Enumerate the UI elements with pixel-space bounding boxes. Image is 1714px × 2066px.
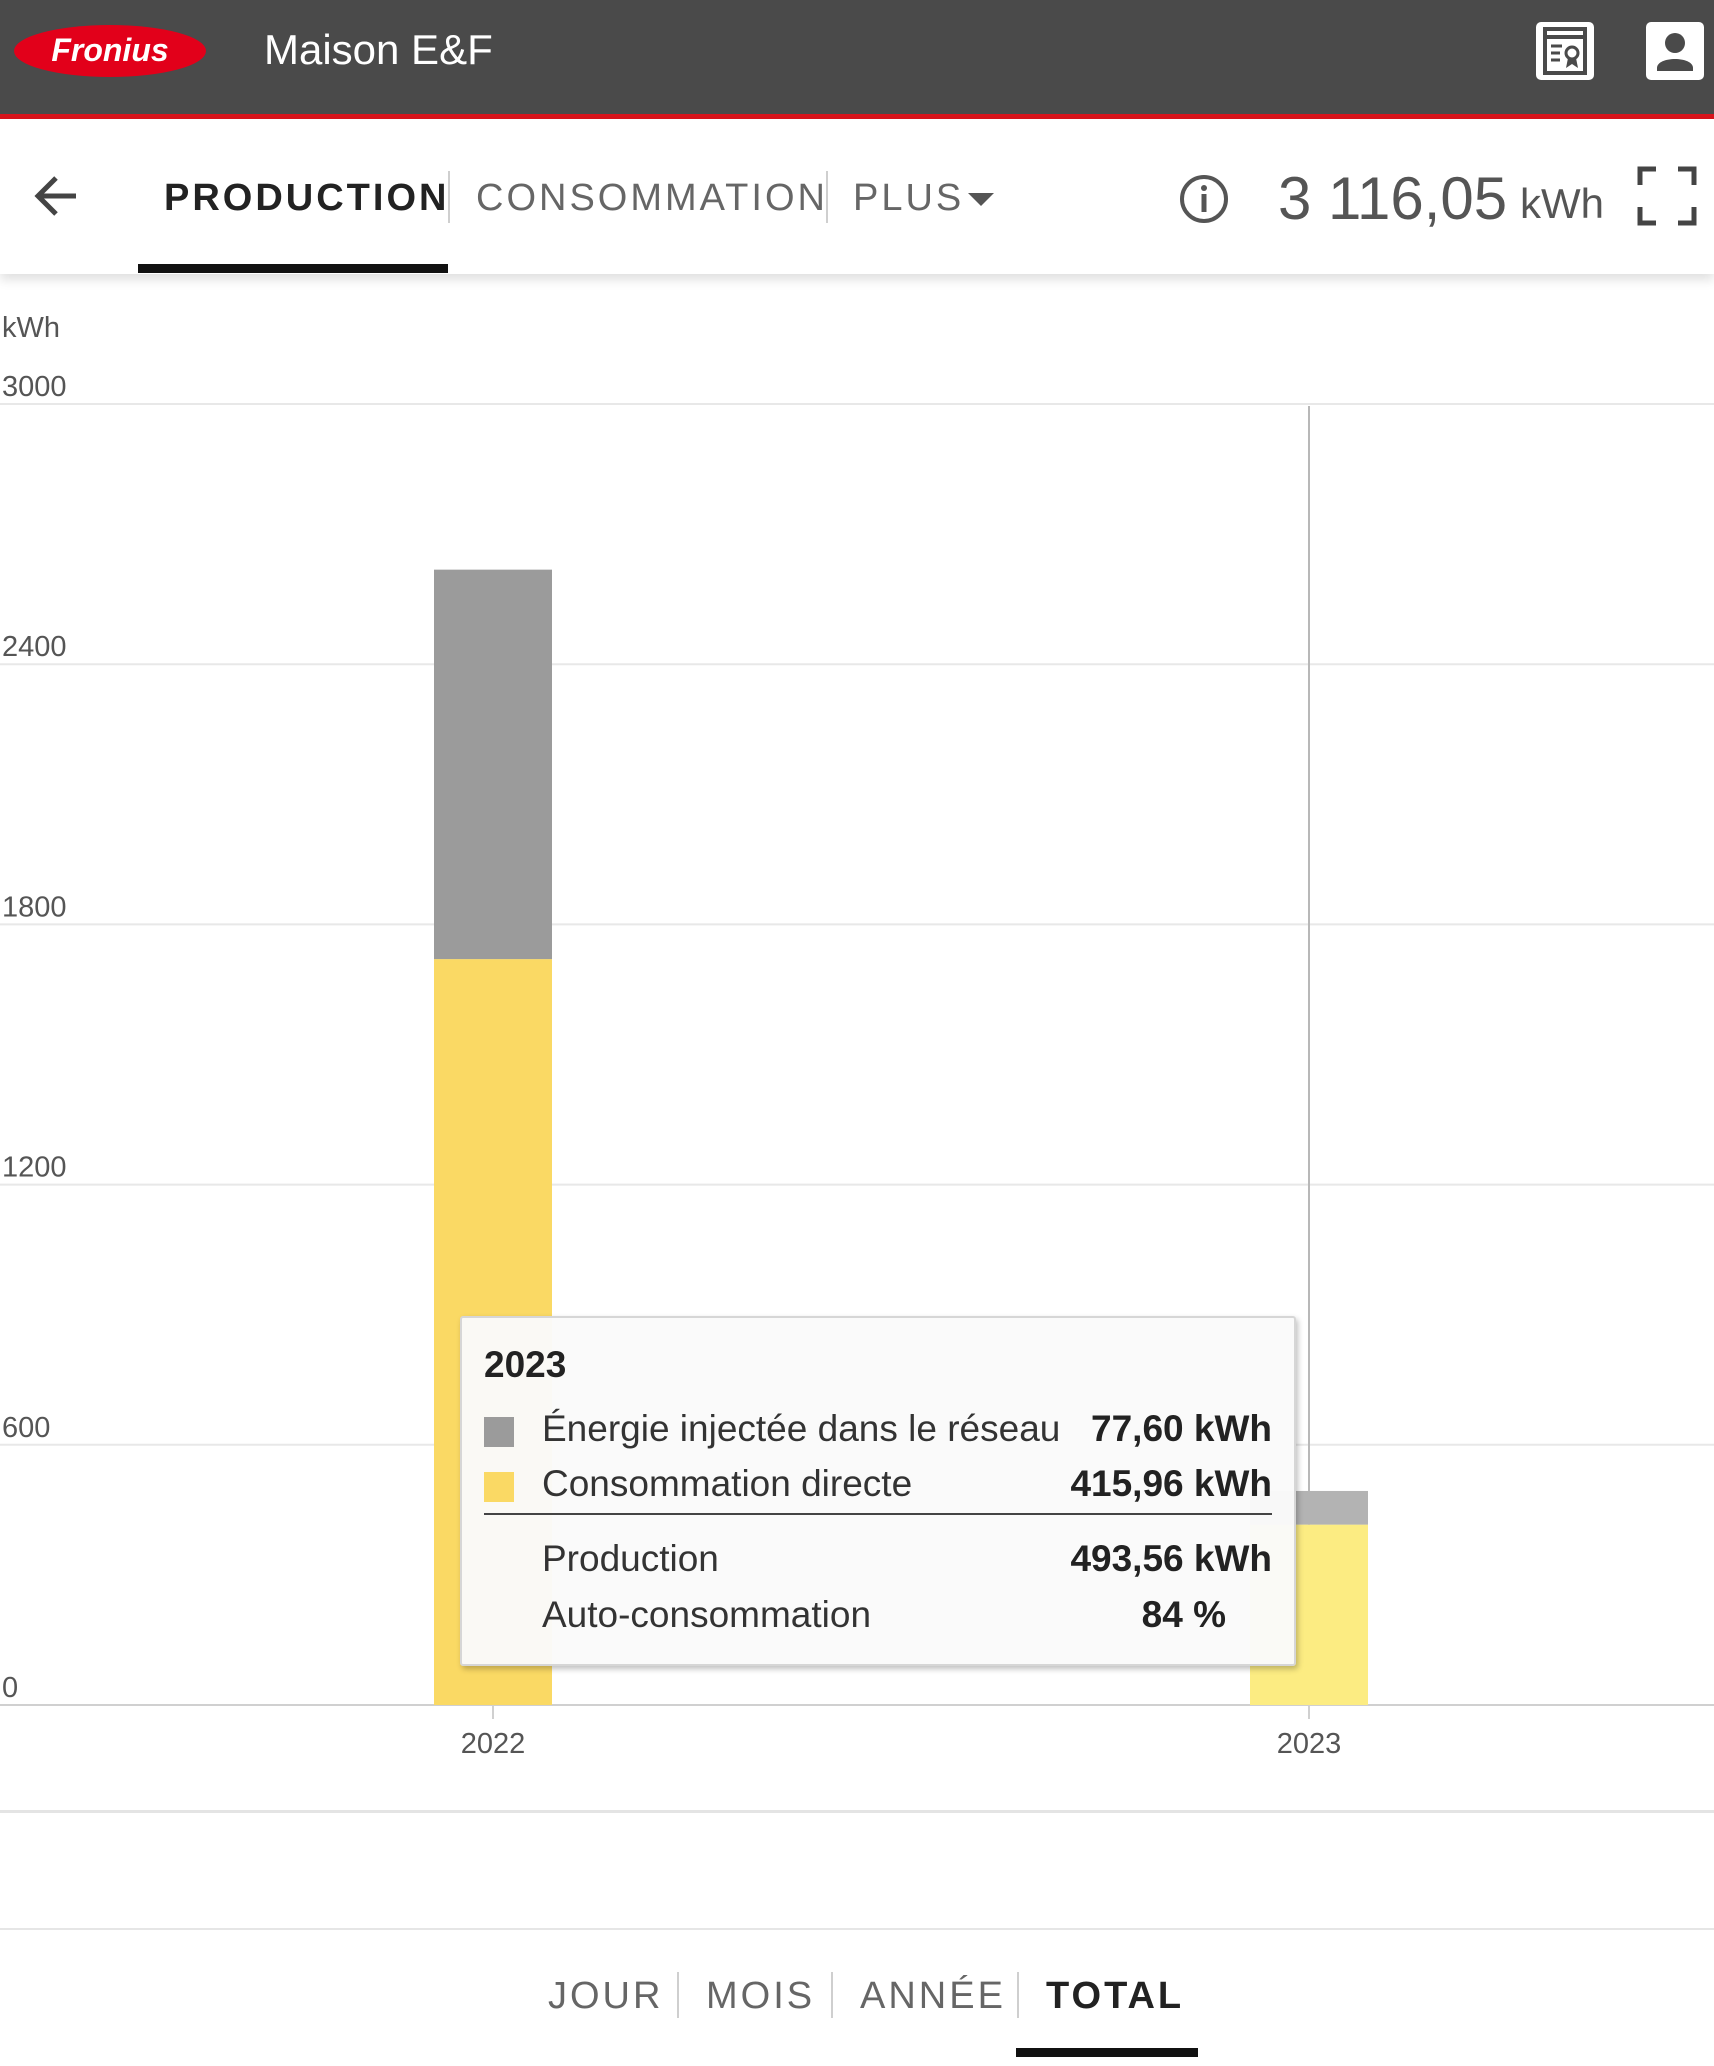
x-axis-labels: 2022 2023: [461, 1705, 1342, 1760]
tooltip-label-direct: Consommation directe: [542, 1463, 913, 1504]
chart-tooltip: 2023 Énergie injectée dans le réseau 77,…: [460, 1316, 1296, 1666]
logo-text: Fronius: [51, 32, 168, 68]
tooltip-label-production: Production: [542, 1538, 719, 1579]
tooltip-title: 2023: [484, 1344, 567, 1385]
total-energy-unit: kWh: [1520, 180, 1604, 227]
report-icon: [1543, 27, 1587, 75]
report-button[interactable]: [1536, 22, 1594, 80]
legend-swatch-injected: [484, 1417, 514, 1447]
y-tick-label: 0: [2, 1672, 18, 1704]
period-tab-mois[interactable]: MOIS: [706, 1975, 816, 2017]
chart-grid: [0, 403, 1714, 1706]
tab-separator: [826, 171, 828, 223]
active-tab-indicator: [138, 264, 448, 273]
period-tab-jour[interactable]: JOUR: [548, 1975, 664, 2017]
tab-plus[interactable]: PLUS: [853, 177, 965, 219]
y-tick-label: 1200: [2, 1152, 67, 1184]
chevron-down-icon[interactable]: [968, 193, 994, 206]
tooltip-value-production: 493,56 kWh: [1070, 1538, 1272, 1579]
tooltip-divider: [484, 1513, 1272, 1515]
tooltip-label-autoconsumption: Auto-consommation: [542, 1594, 872, 1635]
y-axis-unit-label: kWh: [2, 312, 60, 344]
period-tab-total[interactable]: TOTAL: [1046, 1975, 1185, 2017]
period-tab-annee[interactable]: ANNÉE: [860, 1975, 1006, 2017]
user-icon: [1651, 27, 1699, 75]
y-tick-label: 600: [2, 1412, 50, 1444]
arrow-left-icon: [34, 176, 76, 216]
info-icon[interactable]: [1178, 173, 1230, 225]
system-title: Maison E&F: [264, 26, 493, 73]
bar-2022-series-1[interactable]: [434, 569, 552, 960]
tooltip-value-direct: 415,96 kWh: [1070, 1463, 1272, 1504]
x-tick-label: 2023: [1277, 1728, 1342, 1760]
period-separator: [831, 1972, 833, 2018]
y-tick-label: 1800: [2, 891, 67, 923]
period-bar-divider: [0, 1928, 1714, 1930]
tab-separator: [448, 171, 450, 223]
legend-swatch-direct: [484, 1472, 514, 1502]
app-header: Fronius Maison E&F: [0, 0, 1714, 119]
total-energy-value: 3 116,05: [1278, 165, 1508, 232]
chart-bottom-divider: [0, 1810, 1714, 1813]
x-tick-label: 2022: [461, 1728, 526, 1760]
view-tab-bar: PRODUCTION CONSOMMATION PLUS 3 116,05 kW…: [0, 119, 1714, 274]
y-tick-label: 3000: [2, 371, 67, 403]
fronius-logo[interactable]: Fronius: [12, 24, 208, 78]
tab-production[interactable]: PRODUCTION: [164, 177, 450, 219]
fullscreen-icon[interactable]: [1636, 165, 1698, 227]
active-period-indicator: [1016, 2048, 1198, 2057]
tooltip-label-injected: Énergie injectée dans le réseau: [542, 1408, 1061, 1449]
y-axis-ticks: 0 600 1200 1800 2400 3000: [2, 371, 67, 1704]
period-separator: [1017, 1972, 1019, 2018]
y-tick-label: 2400: [2, 631, 67, 663]
back-button[interactable]: [30, 169, 84, 223]
tab-consommation[interactable]: CONSOMMATION: [476, 177, 828, 219]
tooltip-value-injected: 77,60 kWh: [1091, 1408, 1272, 1449]
tooltip-value-autoconsumption: 84 %: [1141, 1594, 1226, 1635]
period-separator: [677, 1972, 679, 2018]
user-button[interactable]: [1646, 22, 1704, 80]
